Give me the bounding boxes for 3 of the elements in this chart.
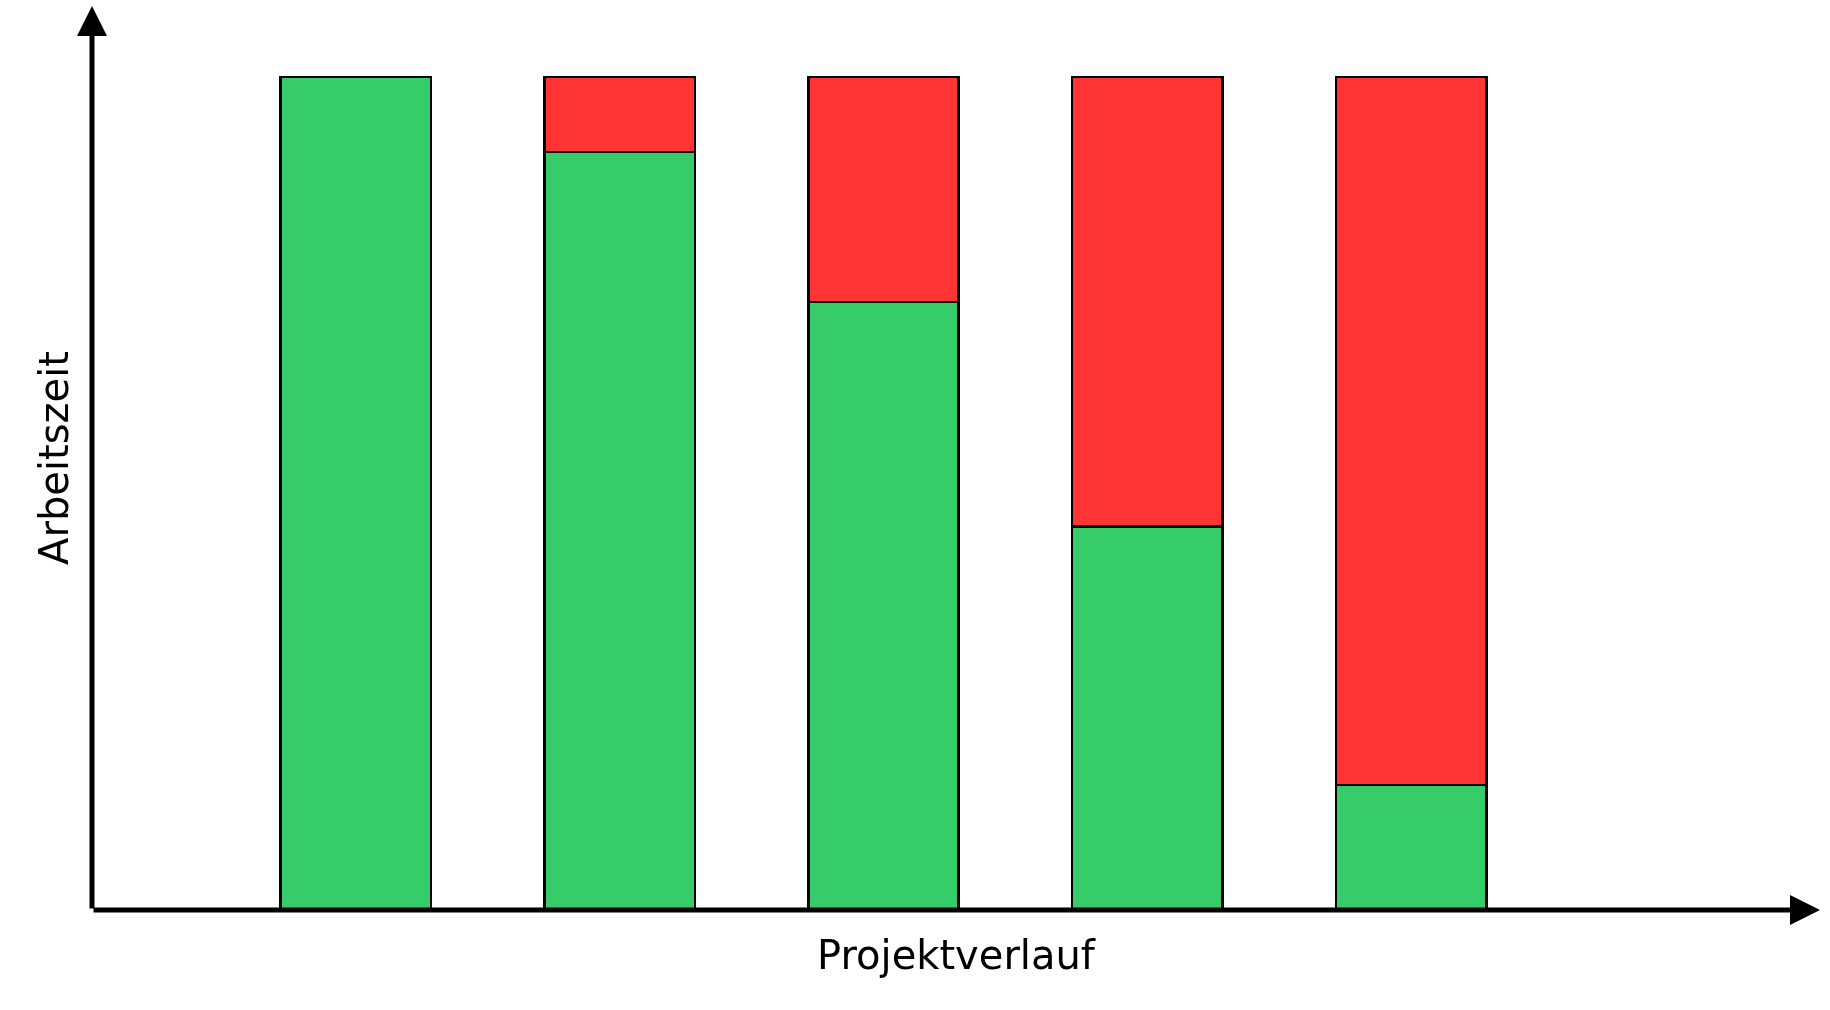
y-axis-title: Arbeitszeit xyxy=(30,351,77,565)
bar xyxy=(279,75,433,910)
x-axis-title: Projektverlauf xyxy=(817,931,1096,978)
